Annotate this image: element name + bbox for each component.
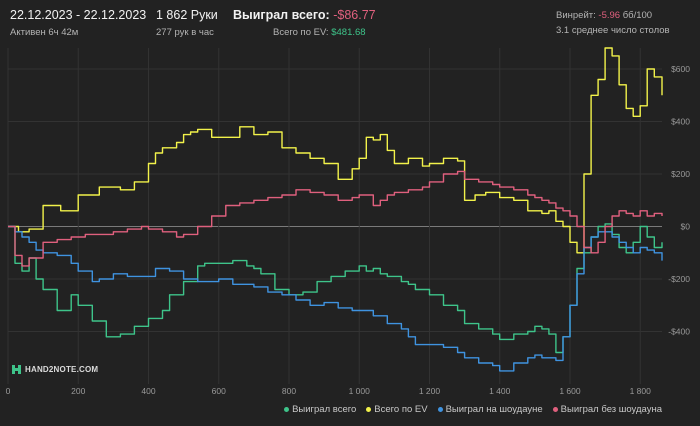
chart-legend: Выиграл всего Всего по EV Выиграл на шоу… <box>284 404 662 415</box>
series-won-no-showdown <box>8 170 663 267</box>
y-tick-label: $0 <box>681 222 691 232</box>
legend-item-won-no-showdown[interactable]: Выиграл без шоудауна <box>552 404 662 415</box>
x-tick-label: 1 000 <box>349 386 371 396</box>
x-tick-label: 1 200 <box>419 386 441 396</box>
winrate-unit: бб/100 <box>622 10 653 21</box>
y-tick-label: $400 <box>671 117 690 127</box>
legend-label: Выиграл всего <box>292 404 357 415</box>
legend-item-won-showdown[interactable]: Выиграл на шоудауне <box>437 404 543 415</box>
series-won-showdown <box>8 225 663 372</box>
winrate-value: -5.96 <box>598 10 621 21</box>
x-tick-label: 1 800 <box>630 386 652 396</box>
hands-count: 1 862 Руки <box>156 8 218 22</box>
legend-dot-icon <box>284 407 290 412</box>
x-tick-label: 600 <box>212 386 226 396</box>
won-block: Выиграл всего: -$86.77 Всего по EV: $481… <box>233 8 376 38</box>
y-tick-label: -$400 <box>668 327 690 337</box>
x-tick-label: 1 600 <box>559 386 581 396</box>
hand2note-logo: HAND2NOTE.COM <box>12 365 98 374</box>
date-range: 22.12.2023 - 22.12.2023 <box>10 8 147 22</box>
hands-per-hour: 277 рук в час <box>156 27 214 38</box>
legend-dot-icon <box>437 407 443 412</box>
y-tick-label: -$200 <box>668 274 690 284</box>
x-tick-label: 200 <box>71 386 85 396</box>
avg-tables: 3.1 среднее число столов <box>556 25 670 36</box>
ev-total-label: Всего по EV: <box>273 27 329 38</box>
legend-item-ev-total[interactable]: Всего по EV <box>366 404 428 415</box>
logo-text: HAND2NOTE.COM <box>25 365 99 374</box>
ev-total-value: $481.68 <box>331 27 366 38</box>
logo-mark-icon <box>12 365 21 374</box>
hands-block: 1 862 Руки 277 рук в час <box>156 8 218 38</box>
active-time: Активен 6ч 42м <box>10 27 79 38</box>
legend-label: Выиграл на шоудауне <box>445 404 543 415</box>
winrate-block: Винрейт: -5.96 бб/100 3.1 среднее число … <box>556 8 670 36</box>
won-total-value: -$86.77 <box>333 8 376 22</box>
x-tick-label: 1 400 <box>489 386 511 396</box>
legend-dot-icon <box>552 407 558 412</box>
won-total-label: Выиграл всего: <box>233 8 330 22</box>
y-tick-label: $200 <box>671 169 690 179</box>
winrate-label: Винрейт: <box>556 10 596 21</box>
x-tick-label: 400 <box>141 386 155 396</box>
legend-label: Всего по EV <box>374 404 428 415</box>
y-tick-label: $600 <box>671 64 690 74</box>
date-range-block: 22.12.2023 - 22.12.2023 Активен 6ч 42м <box>10 8 146 38</box>
legend-dot-icon <box>366 407 372 412</box>
x-tick-label: 800 <box>282 386 296 396</box>
x-tick-label: 0 <box>6 386 11 396</box>
legend-label: Выиграл без шоудауна <box>560 404 662 415</box>
series-ev-total <box>8 47 663 254</box>
series-won-total <box>8 223 663 354</box>
legend-item-won-total[interactable]: Выиграл всего <box>284 404 356 415</box>
